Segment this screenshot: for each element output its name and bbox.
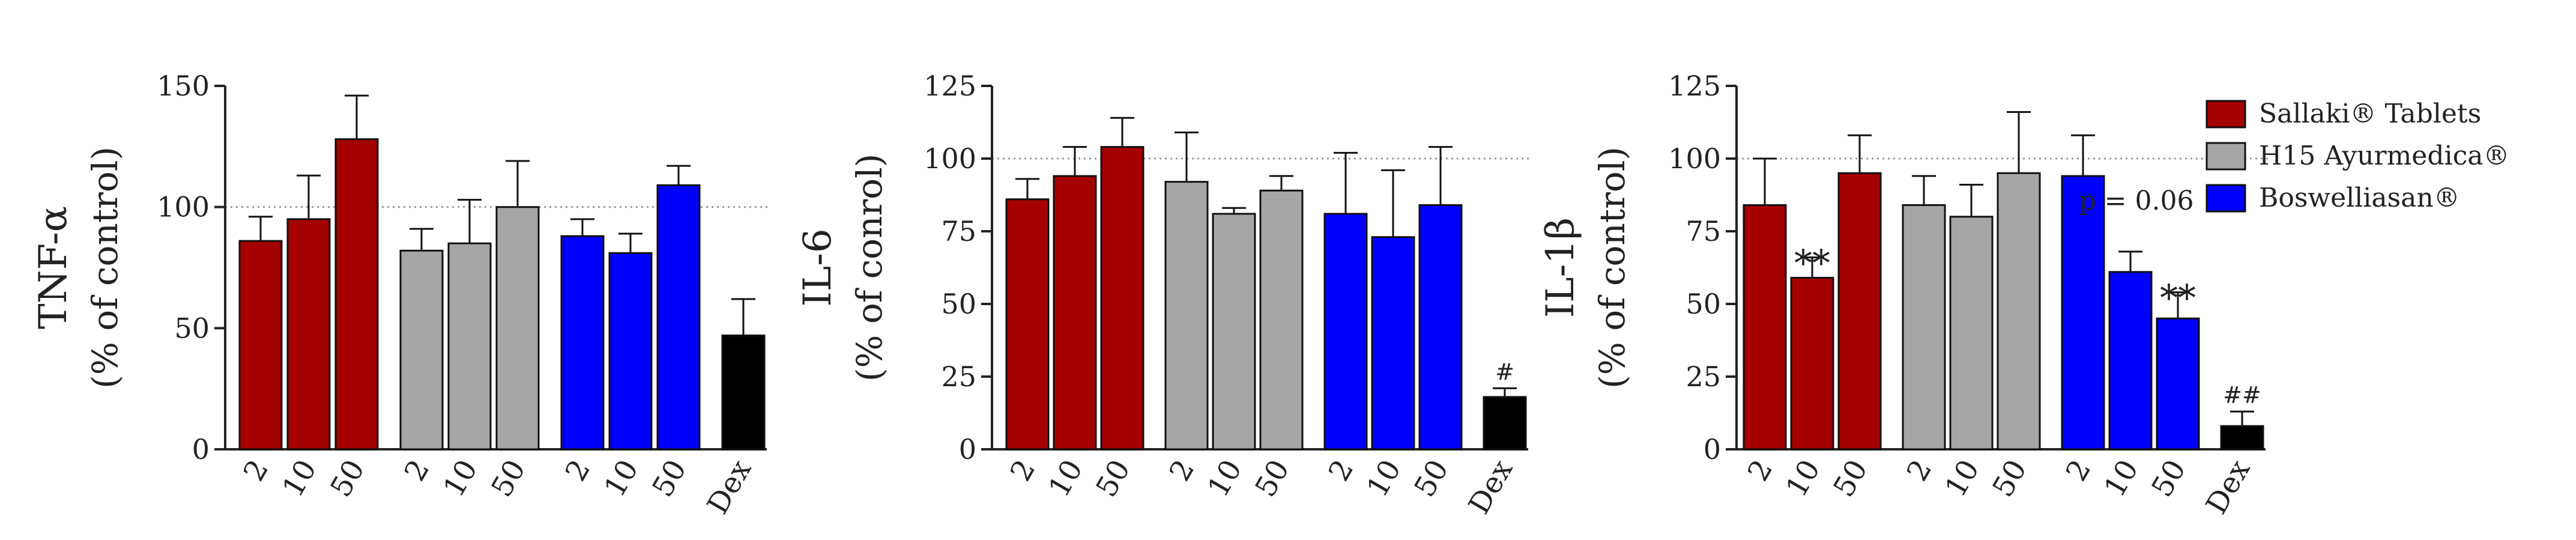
x-tick-label: 2 xyxy=(237,454,276,487)
x-tick-label: 10 xyxy=(1360,454,1407,503)
y-tick-label: 100 xyxy=(157,191,210,223)
bar xyxy=(1949,216,1994,451)
x-tick-label: 2 xyxy=(1163,454,1202,487)
y-tick-label: 100 xyxy=(924,142,976,175)
x-tick-label: 10 xyxy=(2097,454,2145,503)
significance-annotation: ## xyxy=(2223,382,2261,408)
x-tick-label: 2 xyxy=(1741,454,1780,487)
legend-swatch xyxy=(2206,100,2246,129)
bar xyxy=(495,206,540,451)
y-tick-label: 75 xyxy=(941,215,976,247)
x-tick-label: Dex xyxy=(701,454,758,520)
bar xyxy=(1418,204,1463,451)
x-tick-label: 50 xyxy=(485,454,532,503)
significance-annotation: ** xyxy=(2160,278,2196,320)
y-tick-label: 25 xyxy=(941,360,976,393)
y-axis-subtitle: (% of control) xyxy=(85,147,125,389)
x-tick-label: 10 xyxy=(1201,454,1248,503)
y-tick-label: 0 xyxy=(959,433,976,466)
bar xyxy=(1053,175,1097,451)
x-tick-label: 50 xyxy=(1986,454,2033,503)
legend-swatch xyxy=(2206,184,2246,213)
x-tick-label: 10 xyxy=(1938,454,1986,503)
x-tick-label: 50 xyxy=(1827,454,1874,503)
y-axis-subtitle: (% of control) xyxy=(1592,147,1633,389)
y-axis-title: IL-1β xyxy=(1538,217,1583,318)
bar xyxy=(1164,181,1209,451)
bar xyxy=(560,235,605,451)
x-tick-label: 10 xyxy=(1779,454,1827,503)
y-tick-label: 75 xyxy=(1686,215,1721,247)
y-tick-label: 125 xyxy=(924,70,976,102)
significance-annotation: p = 0.06 xyxy=(2079,186,2194,216)
x-tick-label: 2 xyxy=(398,454,437,487)
legend-label: Boswelliasan® xyxy=(2259,183,2460,213)
bar xyxy=(286,218,331,451)
x-tick-label: 2 xyxy=(2060,454,2098,487)
bar xyxy=(1837,172,1882,451)
x-tick-label: 2 xyxy=(1322,454,1361,487)
x-tick-label: 50 xyxy=(646,454,693,503)
x-tick-label: 10 xyxy=(437,454,484,503)
significance-annotation: # xyxy=(1495,359,1514,385)
bar xyxy=(1483,396,1527,451)
legend: Sallaki® Tablets H15 Ayurmedica® Boswellia… xyxy=(2206,99,2509,213)
y-tick-label: 125 xyxy=(1668,70,1721,102)
bar xyxy=(1371,236,1415,451)
legend-label: H15 Ayurmedica® xyxy=(2259,141,2509,171)
bar xyxy=(2220,425,2264,451)
bar xyxy=(608,252,653,451)
x-tick-label: 10 xyxy=(597,454,645,503)
bar xyxy=(656,184,701,451)
bar xyxy=(721,334,766,451)
bar xyxy=(1902,204,1946,451)
x-tick-label: 50 xyxy=(1248,454,1296,503)
legend-label: Sallaki® Tablets xyxy=(2259,99,2481,129)
x-tick-label: 10 xyxy=(276,454,323,503)
y-tick-label: 0 xyxy=(1704,433,1721,466)
bar xyxy=(334,138,379,451)
y-axis-subtitle: (% of conrol) xyxy=(849,154,890,382)
y-axis-title: IL-6 xyxy=(796,228,840,306)
bar xyxy=(1323,213,1368,451)
bar xyxy=(399,249,444,451)
x-tick-label: 2 xyxy=(559,454,597,487)
x-tick-label: 2 xyxy=(1900,454,1939,487)
x-tick-label: 50 xyxy=(1089,454,1137,503)
x-tick-label: 10 xyxy=(1042,454,1089,503)
x-tick-label: 50 xyxy=(1407,454,1455,503)
bar xyxy=(1997,172,2041,451)
bar xyxy=(238,240,283,451)
x-tick-label: Dex xyxy=(1462,454,1519,520)
y-tick-label: 50 xyxy=(941,288,976,320)
bar xyxy=(447,242,492,451)
y-tick-label: 50 xyxy=(174,312,210,344)
bar xyxy=(1100,146,1144,451)
y-tick-label: 0 xyxy=(192,433,210,466)
y-tick-label: 150 xyxy=(157,70,210,102)
bar xyxy=(1005,198,1050,451)
y-axis-title: TNF-α xyxy=(31,206,76,329)
significance-annotation: ** xyxy=(1794,243,1830,285)
bar xyxy=(1212,213,1256,451)
bar xyxy=(2061,175,2105,451)
bar xyxy=(1743,204,1787,451)
x-tick-label: 50 xyxy=(2145,454,2192,503)
bar xyxy=(2108,271,2153,451)
legend-swatch xyxy=(2206,142,2246,171)
x-tick-label: 50 xyxy=(324,454,371,503)
y-tick-label: 50 xyxy=(1686,288,1721,320)
x-tick-label: Dex xyxy=(2200,454,2257,520)
x-tick-label: 2 xyxy=(1004,454,1042,487)
y-tick-label: 100 xyxy=(1668,142,1721,175)
y-tick-label: 25 xyxy=(1686,360,1721,393)
bar xyxy=(1790,276,1834,451)
bar xyxy=(1259,189,1304,451)
bar xyxy=(2156,317,2200,451)
